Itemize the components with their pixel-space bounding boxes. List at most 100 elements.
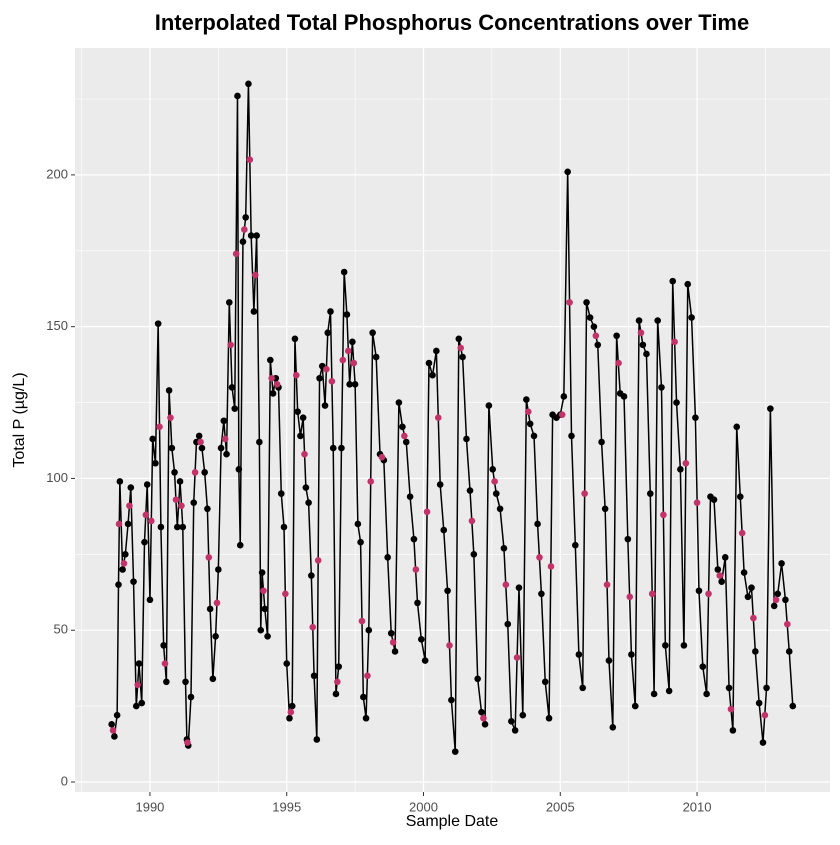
data-point [470, 551, 478, 558]
data-point [209, 675, 217, 683]
data-point [605, 657, 613, 664]
data-point [273, 381, 281, 388]
data-point [429, 371, 436, 379]
data-point [436, 481, 444, 488]
data-point [581, 490, 588, 497]
x-tick-label: 1995 [272, 799, 301, 814]
data-point [277, 490, 285, 497]
data-point [513, 654, 521, 661]
data-point [223, 450, 230, 458]
data-point [127, 484, 135, 491]
data-point [615, 359, 622, 367]
data-point [148, 517, 155, 525]
data-point [301, 450, 308, 458]
data-point [364, 672, 371, 680]
data-point [474, 675, 481, 683]
data-point [680, 642, 688, 649]
data-point [526, 420, 534, 428]
data-point [583, 299, 590, 306]
data-point [358, 617, 366, 625]
data-point [448, 696, 455, 704]
data-point [351, 381, 359, 388]
data-point [511, 727, 519, 734]
data-point [631, 702, 639, 710]
y-tick-label: 150 [46, 318, 68, 333]
data-point [204, 505, 211, 513]
data-point [184, 739, 191, 746]
data-point [598, 438, 605, 446]
data-point [198, 444, 206, 452]
data-point [500, 544, 508, 552]
data-point [241, 226, 248, 233]
data-point [167, 414, 174, 422]
data-point [287, 708, 295, 716]
data-point [575, 651, 583, 658]
data-point [414, 599, 421, 607]
data-point [168, 444, 176, 452]
data-point [179, 523, 187, 531]
data-point [534, 520, 541, 528]
x-tick-label: 1990 [135, 799, 164, 814]
chart-title: Interpolated Total Phosphorus Concentrat… [155, 10, 749, 35]
data-point [299, 414, 307, 422]
data-point [190, 499, 198, 507]
data-point [624, 535, 632, 543]
data-point [378, 453, 386, 461]
data-point [234, 92, 241, 100]
data-point [468, 517, 476, 525]
data-point [149, 435, 156, 443]
data-point [288, 702, 296, 710]
data-point [138, 699, 146, 707]
data-point [251, 271, 259, 279]
data-point [654, 317, 661, 324]
data-point [221, 435, 229, 443]
data-point [256, 438, 263, 446]
data-point [267, 356, 274, 364]
data-point [648, 590, 656, 598]
data-point [566, 299, 573, 306]
data-point [688, 314, 695, 321]
data-point [365, 626, 373, 634]
data-point [524, 408, 532, 415]
data-point [231, 405, 239, 412]
data-point [339, 356, 347, 364]
data-point [362, 714, 370, 722]
data-point [508, 717, 515, 725]
data-point [609, 724, 617, 731]
data-point [703, 690, 710, 698]
data-point [135, 660, 143, 667]
data-point [108, 721, 115, 728]
data-point [673, 399, 680, 406]
data-point [134, 681, 141, 689]
data-point [282, 590, 289, 598]
data-point [523, 396, 530, 403]
data-point [671, 338, 678, 346]
data-point [314, 557, 322, 564]
data-point [440, 526, 448, 534]
data-point [246, 156, 254, 164]
data-point [132, 702, 140, 710]
data-point [491, 478, 498, 485]
data-point [310, 672, 318, 680]
data-point [126, 502, 133, 510]
data-point [293, 371, 300, 379]
data-point [283, 660, 291, 667]
data-point [515, 584, 523, 592]
data-point [489, 466, 497, 473]
data-point [369, 329, 376, 337]
data-point [116, 478, 124, 485]
series-line [110, 83, 794, 752]
data-point [752, 648, 759, 655]
data-point [152, 459, 159, 467]
data-point [171, 469, 178, 476]
data-point [242, 214, 249, 221]
data-point [253, 232, 260, 239]
data-point [530, 432, 538, 440]
data-point [705, 590, 712, 598]
data-point [744, 593, 752, 601]
data-point [434, 414, 442, 422]
data-point [161, 660, 169, 667]
data-point [767, 405, 774, 412]
data-point [695, 587, 703, 595]
data-point [387, 629, 395, 637]
